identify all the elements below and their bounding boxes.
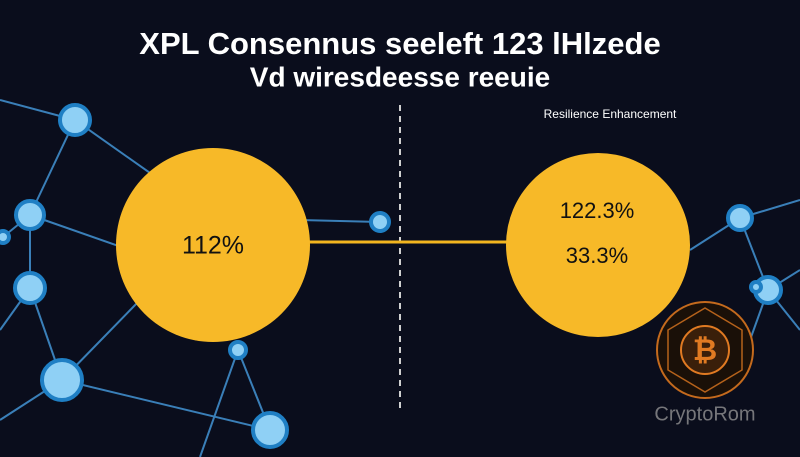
- title: XPL Consennus seeleft 123 lHlzede: [139, 26, 660, 61]
- left-value: 112%: [182, 232, 244, 260]
- right-value: 33.3%: [566, 243, 628, 268]
- subtitle: Vd wiresdeesse reeuie: [250, 61, 550, 92]
- bitcoin-icon: ₿: [656, 301, 754, 399]
- label: Resilience Enhancement: [544, 107, 677, 121]
- left-circle: [116, 148, 310, 342]
- svg-text:₿: ₿: [693, 334, 717, 367]
- right-value: 122.3%: [560, 198, 635, 223]
- watermark: CryptoRom: [654, 403, 755, 425]
- network-right: [689, 199, 800, 341]
- right-circle: [506, 153, 690, 337]
- network-left: [0, 99, 391, 457]
